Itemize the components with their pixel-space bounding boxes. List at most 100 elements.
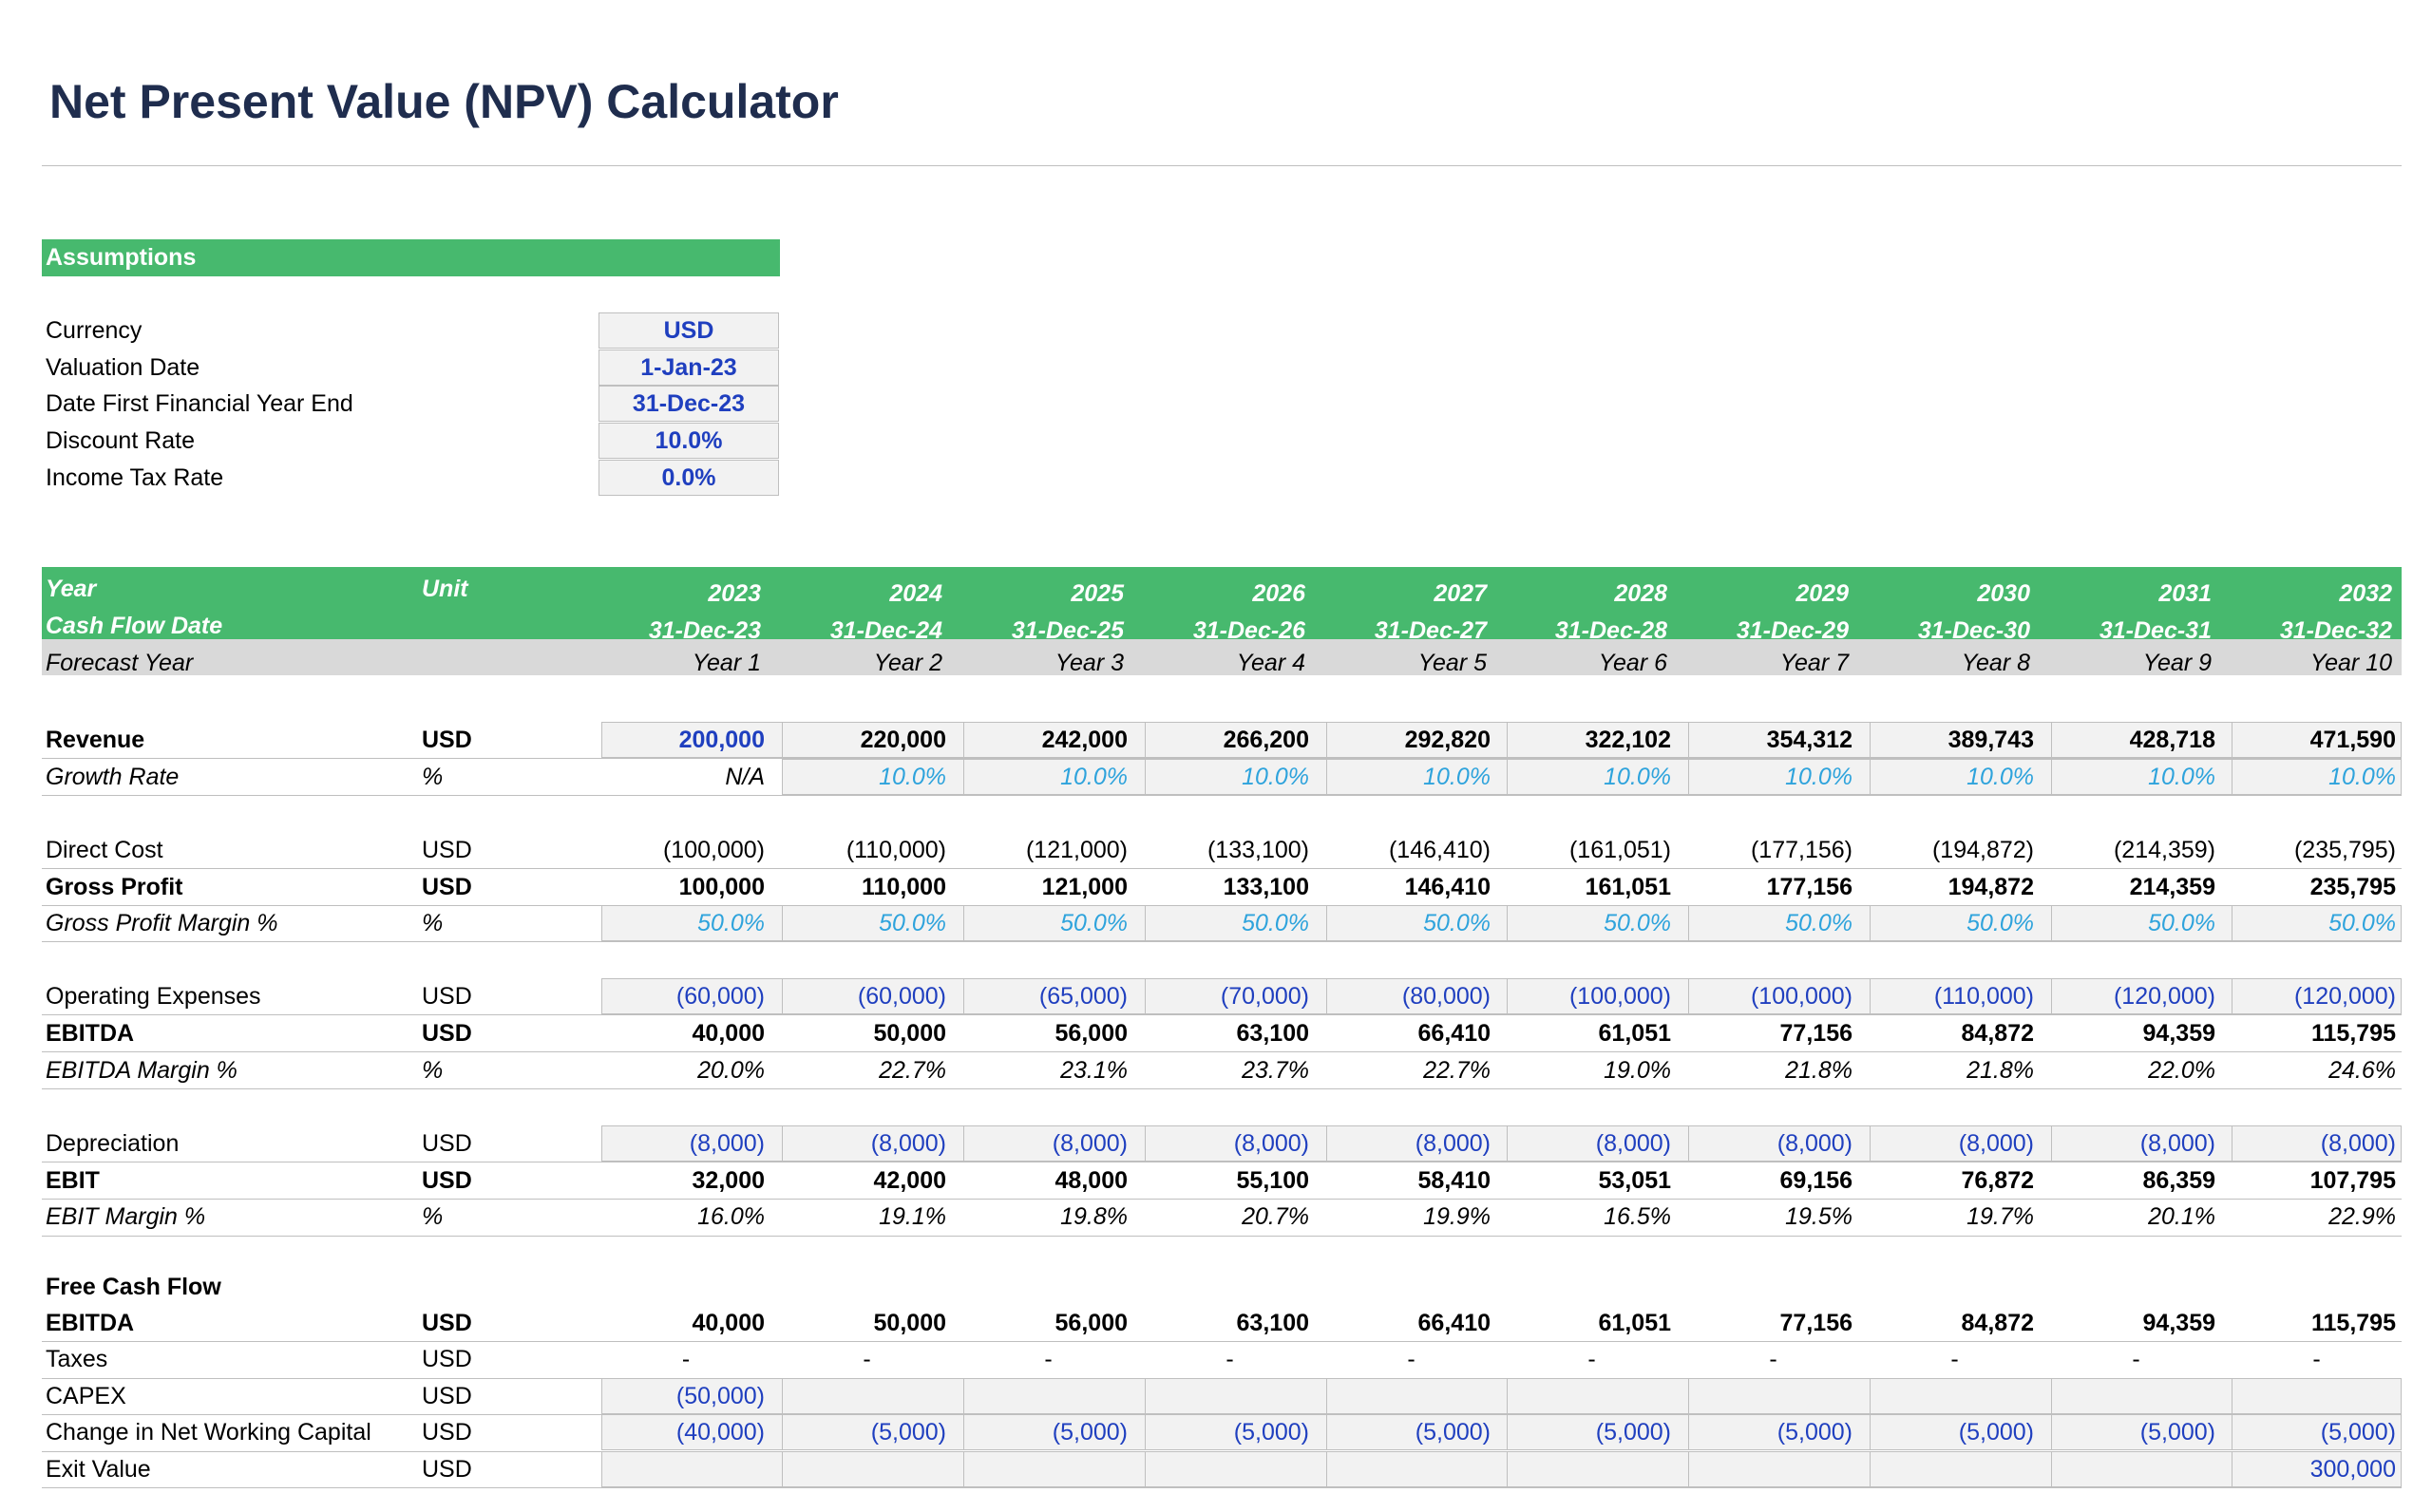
table-cell[interactable]: (70,000) (1220, 983, 1309, 1010)
table-cell[interactable]: 10.0% (1060, 764, 1128, 790)
table-cell[interactable]: 471,590 (2309, 727, 2396, 753)
table-cell[interactable]: 354,312 (1766, 727, 1852, 753)
operating-expenses-row-input-area[interactable] (601, 978, 2402, 1014)
table-cell[interactable]: (5,000) (1958, 1419, 2034, 1446)
table-cell[interactable]: (8,000) (870, 1130, 946, 1157)
table-cell[interactable]: (50,000) (675, 1383, 765, 1409)
table-cell[interactable]: (110,000) (1933, 983, 2034, 1010)
table-cell[interactable]: 50.0% (1423, 910, 1491, 936)
table-cell[interactable]: (65,000) (1038, 983, 1128, 1010)
cell-divider (1688, 1125, 1689, 1162)
unit-label: USD (422, 874, 472, 900)
table-cell[interactable] (1858, 1451, 2034, 1487)
table-cell[interactable] (1677, 1451, 1852, 1487)
table-cell[interactable]: (60,000) (675, 983, 765, 1010)
table-cell[interactable]: (100,000) (1568, 983, 1671, 1010)
exit-value-row-input-area[interactable] (601, 1451, 2402, 1487)
table-cell[interactable]: (8,000) (1958, 1130, 2034, 1157)
table-cell[interactable]: 220,000 (860, 727, 946, 753)
table-cell[interactable]: 50.0% (2148, 910, 2215, 936)
table-cell[interactable]: (40,000) (675, 1419, 765, 1446)
table-cell[interactable]: (8,000) (1415, 1130, 1491, 1157)
table-cell[interactable]: 50.0% (1785, 910, 1852, 936)
table-cell[interactable]: (60,000) (857, 983, 946, 1010)
table-cell[interactable] (1495, 1451, 1671, 1487)
table-cell[interactable]: (8,000) (1233, 1130, 1309, 1157)
table-cell[interactable]: 389,743 (1948, 727, 2034, 753)
table-cell[interactable]: 200,000 (678, 727, 765, 753)
table-cell[interactable]: 10.0% (1785, 764, 1852, 790)
assumption-input[interactable]: USD (598, 312, 779, 349)
table-cell[interactable]: 300,000 (2309, 1456, 2396, 1483)
table-cell[interactable] (952, 1451, 1128, 1487)
table-cell[interactable] (1315, 1451, 1491, 1487)
table-cell[interactable]: 50.0% (1966, 910, 2034, 936)
cell-divider (1326, 1414, 1327, 1450)
table-cell[interactable]: 10.0% (1966, 764, 2034, 790)
table-cell[interactable] (770, 1451, 946, 1487)
table-cell[interactable] (1315, 1378, 1491, 1414)
table-cell[interactable]: (8,000) (2320, 1130, 2396, 1157)
table-cell[interactable] (2040, 1378, 2215, 1414)
unit-label: USD (422, 1383, 472, 1409)
growth-rate-row-input-area[interactable] (782, 759, 2402, 795)
cell-divider (782, 1414, 783, 1450)
table-cell[interactable]: (8,000) (2139, 1130, 2215, 1157)
table-cell[interactable]: (8,000) (1776, 1130, 1852, 1157)
table-cell[interactable]: 10.0% (1242, 764, 1309, 790)
table-cell: 19.0% (1604, 1057, 1671, 1084)
table-cell[interactable]: (5,000) (2139, 1419, 2215, 1446)
table-cell[interactable] (1133, 1451, 1309, 1487)
table-cell[interactable]: 428,718 (2129, 727, 2215, 753)
table-cell[interactable]: (5,000) (1415, 1419, 1491, 1446)
table-cell[interactable]: 50.0% (1060, 910, 1128, 936)
table-cell[interactable]: (5,000) (1052, 1419, 1128, 1446)
table-cell[interactable]: 10.0% (2328, 764, 2396, 790)
table-cell[interactable]: 10.0% (1604, 764, 1671, 790)
assumption-input[interactable]: 0.0% (598, 460, 779, 496)
table-cell[interactable] (1495, 1378, 1671, 1414)
table-cell[interactable]: 266,200 (1223, 727, 1309, 753)
table-cell[interactable]: 10.0% (2148, 764, 2215, 790)
table-cell[interactable]: 242,000 (1041, 727, 1128, 753)
table-cell[interactable]: (5,000) (2320, 1419, 2396, 1446)
table-cell[interactable] (952, 1378, 1128, 1414)
assumption-input[interactable]: 31-Dec-23 (598, 386, 779, 422)
table-cell[interactable]: 10.0% (879, 764, 946, 790)
assumption-input[interactable]: 1-Jan-23 (598, 350, 779, 386)
header-forecast-year: Year 2 (873, 650, 942, 676)
table-cell[interactable]: (5,000) (1776, 1419, 1852, 1446)
table-cell[interactable]: (8,000) (1595, 1130, 1671, 1157)
table-cell[interactable]: N/A (725, 764, 765, 790)
table-cell[interactable] (589, 1451, 765, 1487)
table-cell[interactable]: (80,000) (1401, 983, 1491, 1010)
table-cell[interactable]: 322,102 (1585, 727, 1671, 753)
table-cell[interactable]: (5,000) (870, 1419, 946, 1446)
table-cell[interactable]: (5,000) (1595, 1419, 1671, 1446)
table-cell[interactable]: (120,000) (2113, 983, 2215, 1010)
revenue-row-input-area[interactable] (601, 722, 2402, 758)
table-cell[interactable]: 292,820 (1404, 727, 1491, 753)
table-cell[interactable]: 50.0% (1242, 910, 1309, 936)
depreciation-row-input-area[interactable] (601, 1125, 2402, 1162)
table-cell[interactable] (1133, 1378, 1309, 1414)
table-cell[interactable]: (100,000) (1750, 983, 1852, 1010)
gross-profit-margin-row-input-area[interactable] (601, 905, 2402, 941)
table-cell[interactable] (770, 1378, 946, 1414)
assumption-input[interactable]: 10.0% (598, 423, 779, 459)
table-cell[interactable] (1677, 1378, 1852, 1414)
table-cell[interactable]: 50.0% (1604, 910, 1671, 936)
table-cell[interactable] (2040, 1451, 2215, 1487)
table-cell[interactable] (1858, 1378, 2034, 1414)
table-cell: - (1769, 1346, 1777, 1372)
table-cell[interactable]: (5,000) (1233, 1419, 1309, 1446)
table-cell[interactable]: (8,000) (689, 1130, 765, 1157)
table-cell[interactable] (2220, 1378, 2396, 1414)
table-cell[interactable]: 50.0% (697, 910, 765, 936)
table-cell[interactable]: 50.0% (2328, 910, 2396, 936)
table-cell[interactable]: (120,000) (2293, 983, 2396, 1010)
table-cell[interactable]: 50.0% (879, 910, 946, 936)
cell-divider (1870, 905, 1871, 941)
table-cell[interactable]: 10.0% (1423, 764, 1491, 790)
table-cell[interactable]: (8,000) (1052, 1130, 1128, 1157)
